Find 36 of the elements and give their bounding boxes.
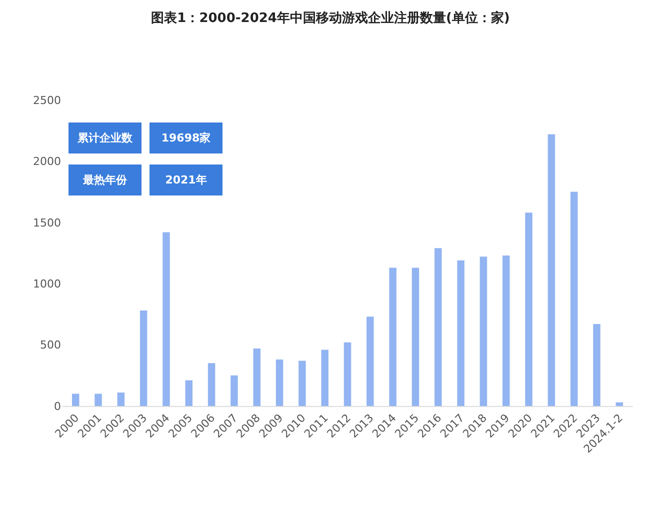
bar xyxy=(366,316,374,406)
bar xyxy=(389,268,396,406)
annotation: 最热年份 xyxy=(82,174,128,186)
bar xyxy=(94,394,102,406)
bar xyxy=(140,310,148,406)
bar xyxy=(117,392,125,406)
bar xyxy=(162,232,170,406)
annotation: 2021年 xyxy=(165,174,207,186)
y-tick-label: 2500 xyxy=(33,94,61,107)
annotation: 累计企业数 xyxy=(76,132,134,144)
y-tick-label: 1000 xyxy=(33,277,61,290)
y-tick-label: 1500 xyxy=(33,216,61,230)
bar xyxy=(480,256,488,406)
chart-title: 图表1：2000-2024年中国移动游戏企业注册数量(单位：家) xyxy=(151,10,510,26)
bar xyxy=(548,134,556,406)
bar xyxy=(208,363,216,406)
annotation: 19698家 xyxy=(161,132,211,144)
bar xyxy=(502,255,510,406)
bar xyxy=(276,359,284,406)
bar xyxy=(616,402,624,406)
bar xyxy=(253,348,260,406)
bar xyxy=(321,350,328,406)
y-tick-label: 2000 xyxy=(33,155,61,168)
bar xyxy=(457,260,464,406)
bar xyxy=(593,324,600,406)
bar xyxy=(298,360,306,406)
bar xyxy=(230,375,238,406)
bar xyxy=(412,268,420,406)
bar xyxy=(570,192,578,406)
bar xyxy=(344,342,352,406)
bar xyxy=(72,394,80,406)
y-tick-label: 500 xyxy=(40,338,61,352)
bar xyxy=(434,248,442,406)
y-tick-label: 0 xyxy=(54,400,61,413)
bar xyxy=(525,212,532,406)
bar xyxy=(185,380,193,406)
